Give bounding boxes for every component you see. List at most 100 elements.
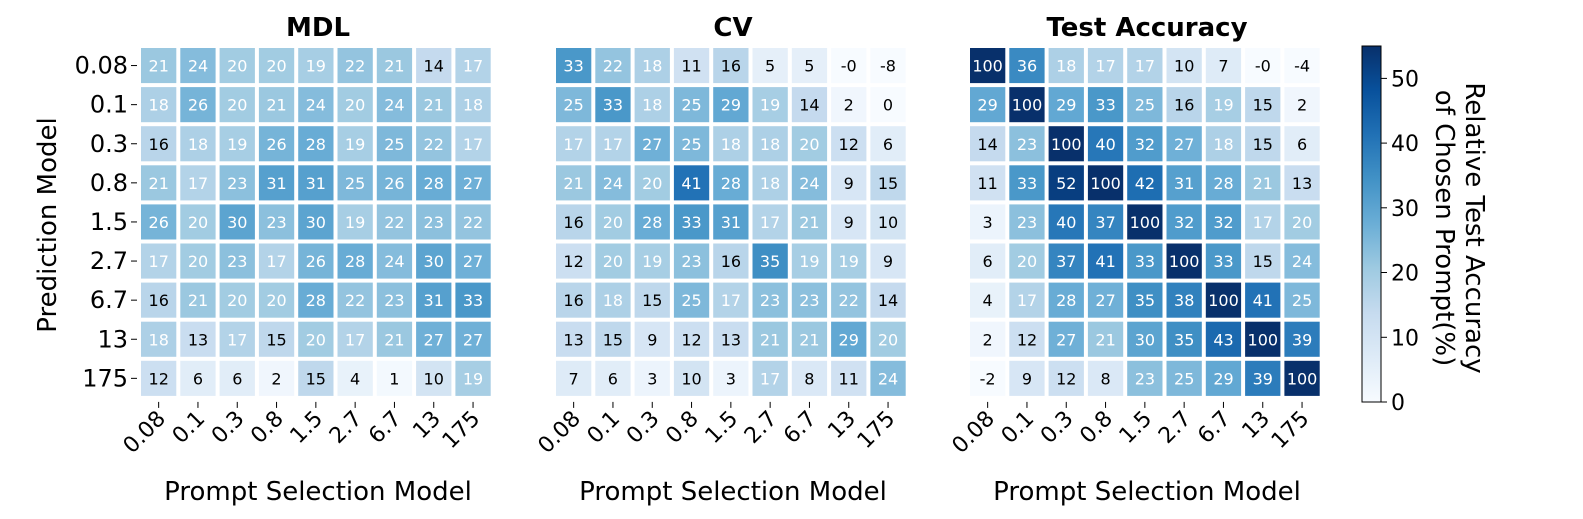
cv-cell-value: 28 [642, 213, 662, 232]
mdl-cell-value: 27 [463, 330, 483, 349]
cv-cell-value: 33 [681, 213, 701, 232]
test-accuracy-cell-value: 18 [1213, 135, 1233, 154]
colorbar-label-line2: of Chosen Prompt(%) [1429, 90, 1459, 366]
mdl-cell-value: 23 [384, 291, 404, 310]
cv-cell-value: 18 [603, 291, 623, 310]
mdl-cell-value: 19 [227, 135, 247, 154]
cv-cell-value: 29 [839, 330, 859, 349]
mdl-cell-value: 15 [306, 369, 326, 388]
test-accuracy-cell-value: 30 [1135, 330, 1155, 349]
test-accuracy-cell-value: 15 [1253, 252, 1273, 271]
mdl-cell-value: 22 [463, 213, 483, 232]
test-accuracy-x-tick-label: 1.5 [1115, 406, 1157, 448]
cv-cell [870, 165, 906, 201]
cv-x-axis-label: Prompt Selection Model [579, 477, 887, 507]
cv-cell [595, 243, 631, 279]
cv-cell [673, 204, 710, 240]
y-axis-label: Prediction Model [33, 117, 63, 333]
mdl-cell-value: 16 [149, 291, 169, 310]
mdl-cell [455, 204, 491, 240]
mdl-cell-value: 31 [306, 174, 326, 193]
test-accuracy-cell [1245, 321, 1281, 357]
cv-cell [713, 282, 749, 318]
mdl-cell [298, 165, 334, 201]
mdl-x-tick-label: 6.7 [364, 406, 406, 448]
mdl-cell [141, 282, 177, 318]
test-accuracy-x-tick-label: 0.3 [1036, 406, 1078, 448]
cv-cell [752, 126, 788, 162]
test-accuracy-cell [1087, 165, 1124, 201]
cv-cell-value: 20 [603, 252, 623, 271]
cv-cell-value: 3 [726, 369, 736, 388]
mdl-cell [376, 48, 413, 84]
colorbar-ticks: 0 10 20 30 40 50 [1381, 67, 1419, 416]
mdl-cell [298, 360, 334, 396]
mdl-cell-value: 28 [345, 252, 365, 271]
test-accuracy-cell-value: 20 [1017, 252, 1037, 271]
test-accuracy-cell-value: -4 [1294, 57, 1310, 76]
cv-cell [634, 87, 670, 123]
y-tick-label: 175 [82, 364, 128, 392]
cv-cell-value: 23 [681, 252, 701, 271]
mdl-cell [258, 165, 295, 201]
mdl-cell-value: 20 [345, 96, 365, 115]
mdl-cell [455, 282, 491, 318]
test-accuracy-cell [1048, 321, 1084, 357]
test-accuracy-cell-value: 100 [1012, 96, 1043, 115]
mdl-cell-value: 21 [384, 330, 404, 349]
mdl-cell [337, 48, 373, 84]
cv-cell [870, 48, 906, 84]
test-accuracy-cell-value: 37 [1095, 213, 1115, 232]
cv-cell-value: 29 [721, 96, 741, 115]
cv-x-tick-label: 0.08 [534, 406, 586, 458]
mdl-cell-value: 22 [384, 213, 404, 232]
cv-cell-value: 17 [721, 291, 741, 310]
cv-cell [831, 126, 867, 162]
mdl-cell-value: 18 [463, 96, 483, 115]
test-accuracy-cell [1205, 360, 1242, 396]
cv-x-tick-label: 1.5 [701, 406, 743, 448]
cv-cell-value: 24 [799, 174, 819, 193]
cv-x-tick-label: 0.8 [661, 406, 703, 448]
cv-cell-value: 8 [804, 369, 814, 388]
cv-cell-value: 17 [563, 135, 583, 154]
mdl-cell [258, 360, 295, 396]
mdl-cell-value: 18 [149, 330, 169, 349]
mdl-cell [337, 360, 373, 396]
test-accuracy-cell [1127, 48, 1163, 84]
test-accuracy-cell-value: 37 [1056, 252, 1076, 271]
mdl-cell-value: 23 [227, 174, 247, 193]
test-accuracy-cell-value: 7 [1218, 57, 1228, 76]
test-accuracy-cell-value: 100 [1287, 369, 1318, 388]
mdl-cell [219, 165, 255, 201]
test-accuracy-cell-value: 29 [1056, 96, 1076, 115]
mdl-cell [298, 282, 334, 318]
mdl-cell [180, 126, 216, 162]
test-accuracy-cell-value: 27 [1095, 291, 1115, 310]
test-accuracy-cell [1009, 321, 1045, 357]
mdl-cell [416, 165, 452, 201]
mdl-cell [376, 204, 413, 240]
cv-cell-value: 6 [883, 135, 893, 154]
test-accuracy-cell [1087, 204, 1124, 240]
test-accuracy-cell [1245, 48, 1281, 84]
mdl-cell [376, 321, 413, 357]
mdl-cell-value: 17 [463, 57, 483, 76]
test-accuracy-x-tick-label: 0.8 [1075, 406, 1117, 448]
test-accuracy-cell-value: 35 [1174, 330, 1194, 349]
test-accuracy-cell-value: -0 [1255, 57, 1271, 76]
mdl-cell-value: 30 [306, 213, 326, 232]
mdl-x-tick-label: 175 [438, 406, 485, 453]
mdl-cell-value: 17 [345, 330, 365, 349]
mdl-x-tick-label: 1.5 [286, 406, 328, 448]
mdl-cell-value: 30 [227, 213, 247, 232]
test-accuracy-cell-value: 35 [1135, 291, 1155, 310]
test-accuracy-cell-value: 16 [1174, 96, 1194, 115]
cv-cell [673, 243, 710, 279]
cv-cell [791, 243, 828, 279]
test-accuracy-cell-value: 41 [1095, 252, 1115, 271]
mdl-cell [180, 165, 216, 201]
mdl-cell-value: 19 [306, 57, 326, 76]
cv-cell [713, 126, 749, 162]
